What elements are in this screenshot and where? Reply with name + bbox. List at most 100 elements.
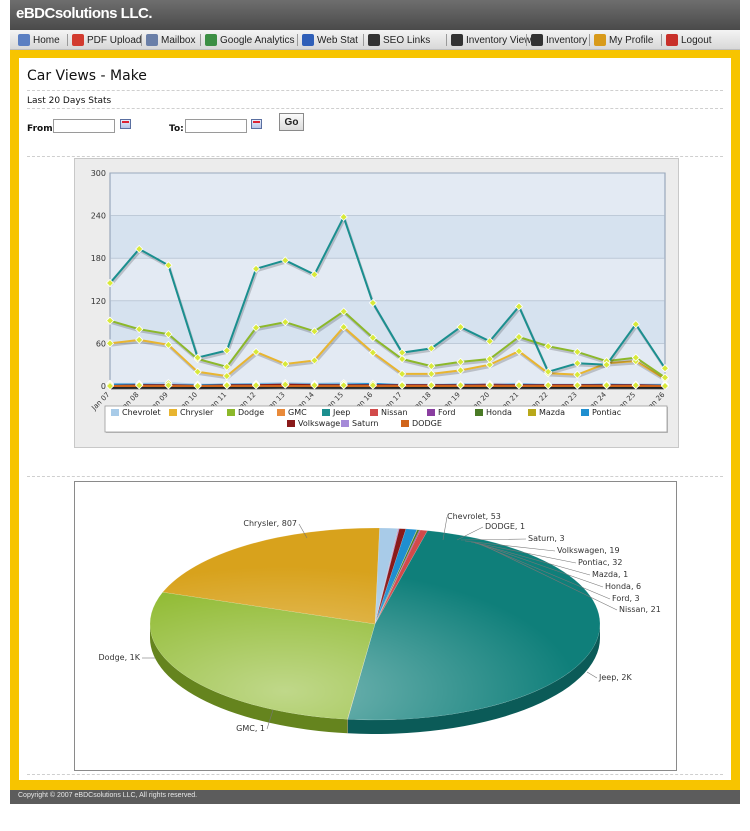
nav-item-label: Google Analytics (220, 34, 295, 46)
pie-leader-line (464, 540, 556, 552)
data-point (193, 381, 202, 391)
plot-band (110, 215, 665, 259)
nav-item-inventory[interactable]: Inventory (531, 32, 587, 48)
series-shadow (111, 386, 666, 390)
data-point (485, 360, 494, 369)
legend-swatch (341, 420, 349, 427)
plot-band (110, 173, 665, 216)
page-subtitle: Last 20 Days Stats (27, 96, 112, 106)
content-panel: Car Views - Make Last 20 Days Stats From… (19, 58, 731, 780)
series-line-dodge (109, 310, 666, 379)
pie-leader-line (456, 526, 484, 541)
y-tick-label: 0 (101, 382, 106, 391)
nav-separator (200, 34, 201, 46)
legend-label: Chevrolet (122, 408, 161, 417)
data-point (514, 302, 524, 311)
nav-item-pdf-upload[interactable]: PDF Upload (72, 32, 141, 48)
nav-item-label: Inventory (546, 34, 588, 46)
nav-item-logout[interactable]: Logout (666, 32, 712, 48)
data-point (485, 354, 494, 364)
y-tick-label: 240 (91, 212, 106, 221)
data-point (281, 380, 290, 389)
data-point (310, 327, 319, 336)
series-shadow (110, 311, 667, 381)
data-point (485, 381, 494, 390)
header-bar: eBDCsolutions LLC. (10, 0, 740, 30)
analytics-icon (205, 34, 217, 46)
y-tick-label: 300 (91, 169, 106, 178)
series-shadow (111, 385, 666, 389)
nav-item-web-stat[interactable]: Web Stat (302, 32, 358, 48)
from-date-input[interactable] (53, 119, 115, 133)
pie-label: Ford, 3 (612, 594, 640, 603)
data-point (514, 347, 524, 356)
page-title: Car Views - Make (27, 68, 147, 84)
nav-item-label: Mailbox (161, 34, 196, 46)
data-point (398, 354, 407, 364)
logout-icon (666, 34, 678, 46)
data-point (135, 325, 144, 334)
data-point (222, 371, 231, 381)
inventory-views-icon (451, 34, 463, 46)
pie-label: Volkswagen, 19 (557, 546, 620, 555)
pie-side (347, 624, 600, 734)
plot-band (110, 258, 665, 301)
series-line-jeep (109, 214, 666, 374)
data-point (164, 340, 173, 349)
legend-swatch (277, 409, 285, 416)
legend-label: Honda (486, 408, 512, 417)
data-point (339, 381, 348, 390)
pie-leader-line (474, 542, 591, 576)
data-point (105, 381, 115, 391)
data-point (456, 381, 465, 390)
nav-separator (589, 34, 590, 46)
nav-item-seo-links[interactable]: SEO Links (368, 32, 430, 48)
pie-label: Jeep, 2K (598, 673, 632, 682)
data-point (251, 264, 261, 273)
nav-item-home[interactable]: Home (18, 32, 60, 48)
nav-item-google-analytics[interactable]: Google Analytics (205, 32, 295, 48)
data-point (164, 330, 173, 339)
series-line-chrysler (109, 325, 666, 380)
data-point (573, 370, 582, 379)
data-point (427, 344, 436, 353)
go-button[interactable]: Go (279, 113, 304, 131)
to-calendar-icon[interactable] (251, 119, 262, 129)
legend-swatch (227, 409, 235, 416)
data-point (368, 298, 377, 308)
legend-label: Mazda (539, 408, 565, 417)
nav-item-label: Inventory Views (466, 34, 537, 46)
from-label: From: (27, 124, 57, 134)
legend-swatch (322, 409, 330, 416)
to-date-input[interactable] (185, 119, 247, 133)
nav-bar: Home PDF Upload Mailbox Google Analytics Web… (10, 30, 740, 50)
data-point (251, 347, 261, 357)
series-shadow (110, 327, 667, 382)
data-point (251, 323, 261, 332)
pie-label: Honda, 6 (605, 582, 641, 591)
nav-item-inventory-views[interactable]: Inventory Views (451, 32, 536, 48)
pie-leader-line (586, 671, 598, 679)
y-tick-label: 60 (96, 339, 106, 348)
pie-leader-line (476, 542, 604, 588)
nav-item-my-profile[interactable]: My Profile (594, 32, 653, 48)
data-point (631, 381, 640, 390)
y-tick-label: 120 (91, 297, 106, 306)
data-point (222, 346, 231, 355)
line-chart-panel: 0 60 120 180 240 300 Jan 07 Jan 08 Jan 09 Jan 10 J… (74, 158, 679, 448)
data-point (105, 278, 115, 288)
data-point (164, 381, 173, 390)
divider (27, 108, 723, 109)
nav-separator (297, 34, 298, 46)
data-point (222, 362, 231, 371)
data-point (339, 307, 348, 316)
nav-item-mailbox[interactable]: Mailbox (146, 32, 195, 48)
data-point (660, 381, 670, 391)
divider (27, 476, 723, 477)
nav-item-label: My Profile (609, 34, 654, 46)
data-point (281, 359, 290, 369)
from-calendar-icon[interactable] (120, 119, 131, 129)
pie-chart-panel: Chevrolet, 53 DODGE, 1 Saturn, 3 Volkswagen… (74, 481, 677, 771)
